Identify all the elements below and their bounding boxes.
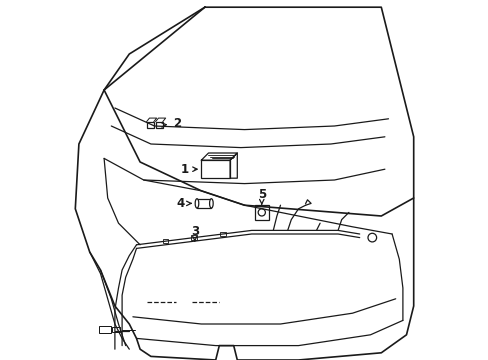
Bar bbox=[99, 326, 111, 333]
Ellipse shape bbox=[195, 199, 199, 208]
Text: 1: 1 bbox=[181, 163, 197, 176]
Bar bbox=[155, 122, 163, 128]
Bar bbox=[111, 327, 120, 332]
Bar bbox=[220, 232, 225, 236]
Text: 3: 3 bbox=[190, 225, 199, 241]
Bar bbox=[191, 235, 196, 240]
Text: 4: 4 bbox=[176, 197, 191, 210]
Text: 5: 5 bbox=[257, 188, 265, 204]
Bar bbox=[197, 199, 211, 208]
Ellipse shape bbox=[209, 199, 213, 208]
Bar bbox=[254, 205, 268, 220]
Bar bbox=[163, 239, 168, 243]
Text: 2: 2 bbox=[161, 117, 181, 130]
Bar bbox=[146, 122, 153, 128]
